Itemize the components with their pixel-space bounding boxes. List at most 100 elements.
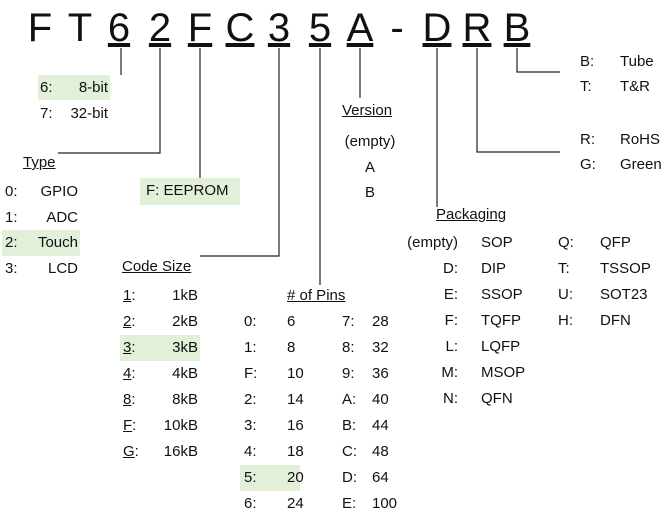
version-item: B [364, 184, 375, 201]
pin-key: 4: [244, 443, 257, 460]
code-key: G [123, 443, 135, 460]
pin-key: B: [342, 417, 357, 434]
part-char: T [67, 6, 93, 50]
code-key: 2 [123, 313, 132, 330]
code-size-title: Code Size [122, 258, 192, 275]
version-title: Version [342, 102, 393, 119]
pin-value: 8 [287, 339, 296, 356]
code-key: 4 [123, 365, 132, 382]
type-value: LCD [47, 260, 78, 278]
pin-key: E: [342, 495, 357, 512]
code-key-group: 3: [123, 338, 136, 358]
pkg-key: M: [441, 364, 458, 381]
bits-value: 8-bit [78, 79, 108, 96]
pin-value: 6 [287, 313, 296, 330]
pkg-value: SSOP [481, 286, 523, 303]
pkg-key: E: [443, 286, 458, 303]
type-value: GPIO [40, 183, 78, 200]
pins-title: # of Pins [287, 287, 346, 304]
code-key-group: 1: [123, 286, 136, 306]
compliance-key: R: [580, 131, 595, 148]
pin-key: F: [244, 365, 258, 382]
pin-key: 7: [342, 313, 355, 330]
code-key-group: 4: [123, 364, 136, 384]
pkg-key: Q: [558, 234, 574, 251]
code-value: 3kB [172, 339, 198, 356]
pkg-value: TSSOP [600, 260, 651, 277]
pkg-value: TQFP [481, 312, 521, 329]
pkg-value: QFN [481, 390, 513, 407]
part-char: 5 [308, 6, 332, 50]
part-char: 3 [267, 6, 291, 50]
pin-key: C: [342, 443, 357, 460]
shipping-value: T&R [620, 78, 650, 95]
shipping-key: T: [580, 78, 592, 95]
pin-value: 36 [372, 365, 389, 382]
type-value: Touch [37, 234, 78, 252]
bits-key: 7: [40, 105, 53, 122]
pkg-value: LQFP [481, 338, 521, 355]
pin-value: 64 [372, 469, 389, 486]
colon: : [131, 313, 136, 330]
pkg-key: (empty) [407, 234, 458, 251]
pin-key: 6: [244, 495, 257, 512]
part-char: - [390, 6, 404, 50]
code-value: 8kB [172, 391, 198, 408]
memory-label: F: EEPROM [146, 182, 229, 199]
code-value: 2kB [172, 313, 198, 330]
part-char: 6 [107, 6, 131, 50]
highlight [240, 465, 300, 491]
pin-key: 5: [244, 469, 257, 486]
part-char: A [346, 6, 374, 50]
part-char: D [422, 6, 452, 50]
code-value: 10kB [163, 417, 198, 434]
pin-key: 0: [244, 313, 257, 330]
pin-value: 16 [287, 417, 304, 434]
shipping-key: B: [580, 53, 595, 70]
colon: : [134, 443, 139, 460]
pin-value: 44 [372, 417, 389, 434]
part-char: R [462, 6, 492, 50]
bits-key: 6: [40, 79, 53, 96]
code-value: 4kB [172, 365, 198, 382]
colon: : [131, 287, 136, 304]
pin-key: 2: [244, 391, 257, 408]
pin-value: 18 [287, 443, 304, 460]
version-item: A [364, 158, 375, 176]
pkg-key: U: [558, 286, 573, 303]
pin-key: 8: [342, 339, 355, 356]
pin-value: 10 [287, 365, 304, 382]
pkg-key: H: [558, 312, 573, 329]
part-char: F [27, 6, 53, 50]
type-title: Type [23, 154, 56, 171]
pkg-value: QFP [600, 234, 631, 251]
packaging-title: Packaging [436, 206, 507, 223]
type-value: ADC [46, 208, 78, 226]
pin-value: 20 [287, 469, 304, 486]
shipping-value: Tube [620, 53, 654, 70]
pkg-key: L: [445, 338, 458, 355]
part-char: B [503, 6, 531, 50]
code-key-group: F: [123, 416, 136, 436]
pkg-key: N: [443, 390, 458, 407]
colon: : [131, 391, 136, 408]
colon: : [132, 417, 137, 434]
type-key: 2: [5, 234, 18, 252]
pkg-key: D: [443, 260, 458, 277]
code-value: 16kB [163, 443, 198, 460]
pin-value: 28 [372, 313, 389, 330]
highlight [120, 335, 200, 361]
pkg-value: MSOP [481, 364, 526, 381]
pin-key: 1: [244, 339, 257, 356]
type-key: 1: [5, 208, 18, 226]
pin-value: 40 [372, 391, 389, 408]
pin-value: 32 [372, 339, 389, 356]
highlight [38, 75, 110, 100]
bits-value: 32-bit [70, 105, 108, 122]
pkg-value: SOP [481, 234, 513, 251]
pkg-value: DFN [600, 312, 631, 329]
code-key: F [123, 417, 133, 434]
type-key: 0: [5, 183, 18, 200]
